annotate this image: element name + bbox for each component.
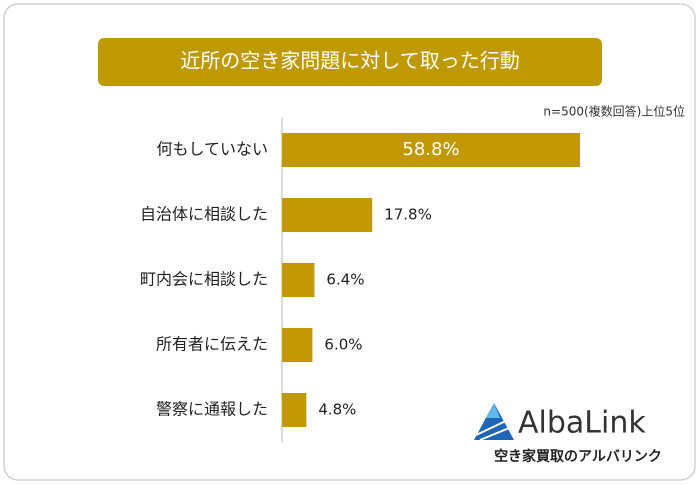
chart-subtitle: n=500(複数回答)上位5位 (543, 104, 685, 119)
logo-icon (486, 403, 500, 418)
bar (282, 263, 315, 297)
logo-name: AlbaLink (518, 406, 646, 441)
value-label: 6.4% (326, 271, 364, 289)
value-label: 4.8% (318, 401, 356, 419)
value-label: 17.8% (384, 206, 432, 224)
logo-icon (473, 417, 513, 437)
chart-title: 近所の空き家問題に対して取った行動 (180, 49, 519, 73)
bar (282, 393, 307, 427)
bar (282, 133, 580, 167)
frame (3, 3, 696, 481)
category-label: 町内会に相談した (140, 270, 268, 289)
category-label: 何もしていない (156, 140, 268, 159)
bar (282, 328, 313, 362)
category-label: 警察に通報した (156, 400, 268, 419)
logo-tagline: 空き家買取のアルバリンク (494, 448, 662, 465)
category-label: 所有者に伝えた (156, 335, 268, 354)
title-box (98, 38, 602, 86)
value-label: 6.0% (324, 336, 362, 354)
value-label: 58.8% (402, 139, 459, 160)
bar (282, 198, 373, 232)
logo-icon (479, 425, 515, 441)
category-label: 自治体に相談した (140, 205, 268, 224)
logo: AlbaLink 空き家買取のアルバリンク (473, 403, 662, 465)
